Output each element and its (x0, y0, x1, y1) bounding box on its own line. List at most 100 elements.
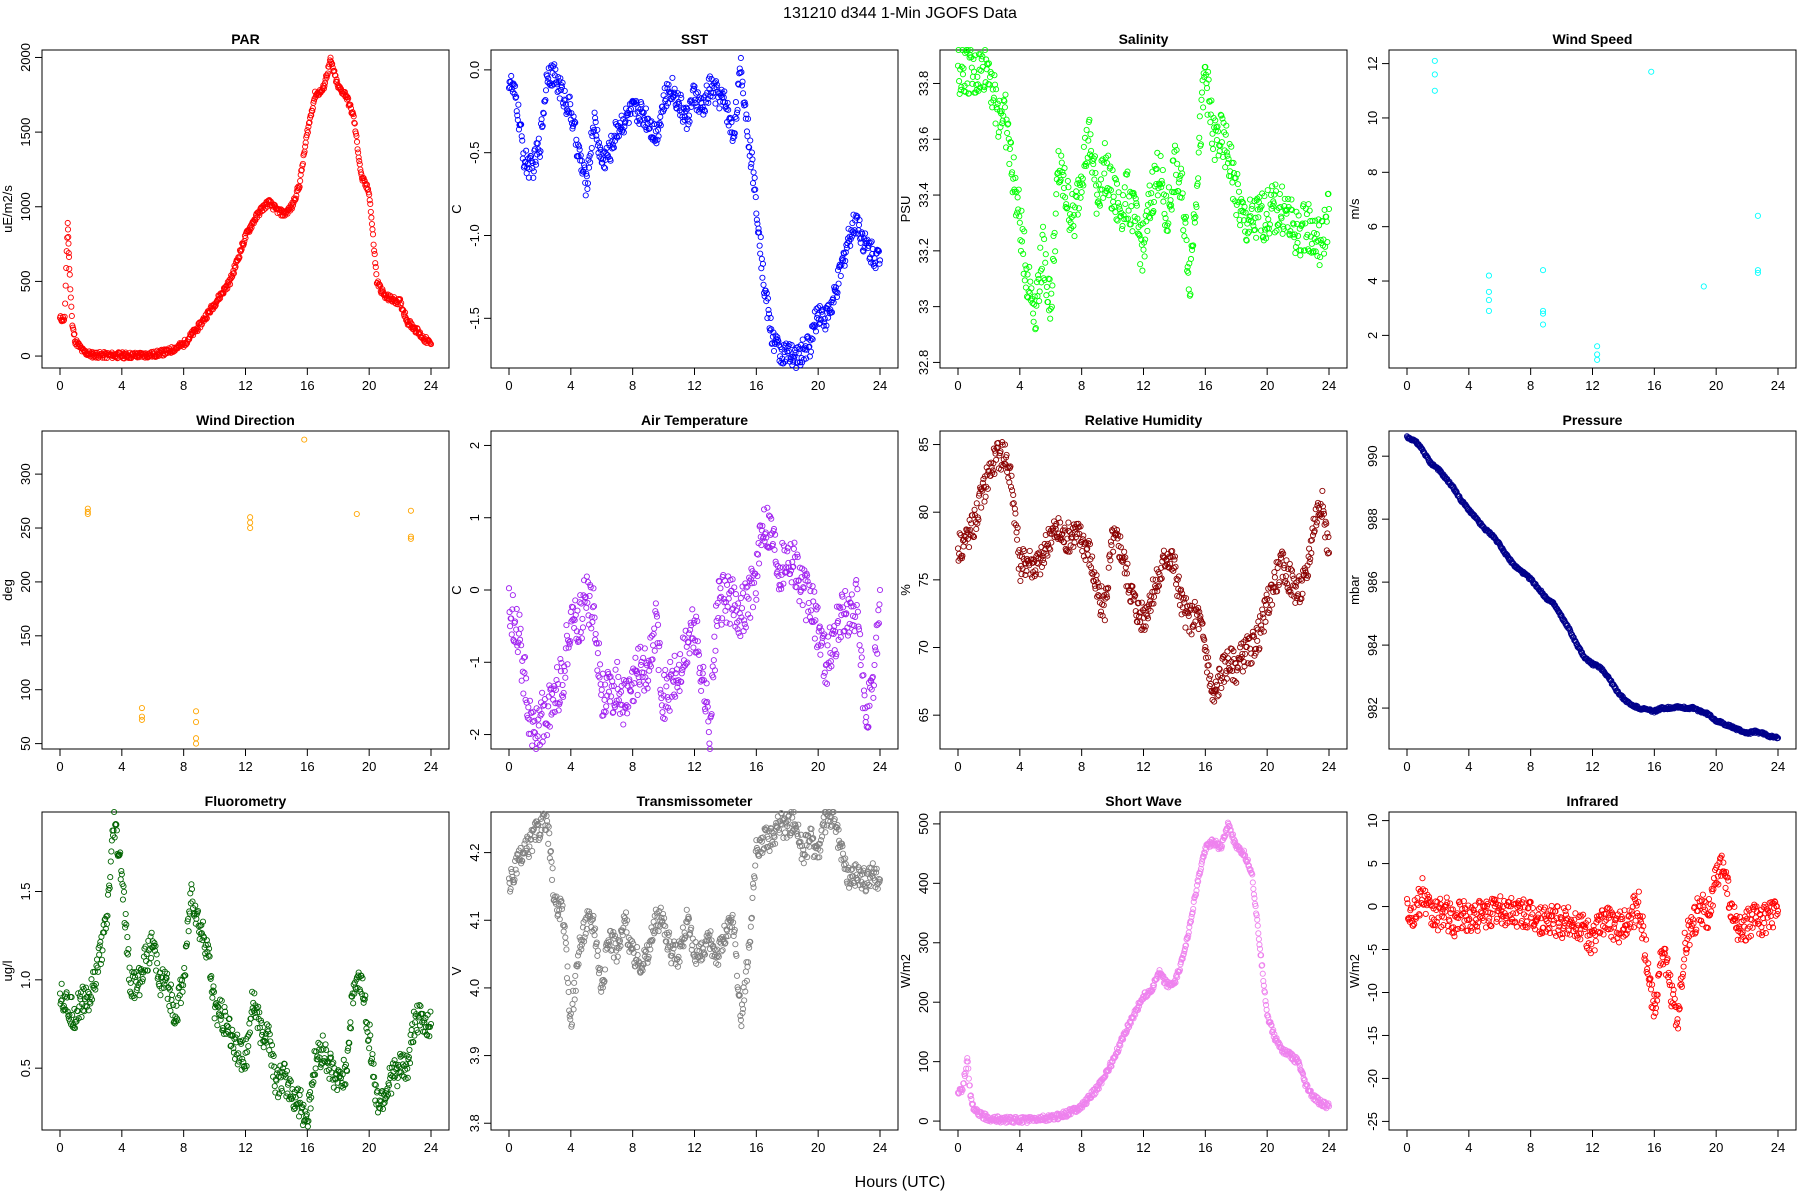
air-temperature-point (863, 714, 870, 721)
wind-direction-point (353, 510, 360, 518)
salinity-point (1141, 253, 1148, 260)
relative-humidity-xtick-label: 8 (1078, 759, 1085, 774)
sst-point (741, 102, 748, 109)
par-point (294, 187, 301, 194)
salinity-point (1174, 160, 1181, 167)
fluorometry-point (322, 1041, 329, 1048)
sst-point (862, 230, 869, 237)
salinity-point (1112, 176, 1119, 183)
air-temperature-point (690, 644, 697, 651)
wind-direction-ytick-label: 300 (18, 463, 33, 485)
sst-point (712, 78, 720, 85)
wind-direction-title: Wind Direction (196, 412, 295, 428)
relative-humidity-point (1191, 598, 1198, 605)
salinity-point (1179, 170, 1186, 177)
air-temperature-point (873, 634, 880, 641)
sst-point (514, 112, 521, 119)
air-temperature-point (540, 733, 547, 740)
par-point (366, 197, 373, 204)
salinity-point (1163, 192, 1170, 199)
salinity-point (1222, 164, 1229, 171)
wind-speed-title: Wind Speed (1553, 31, 1633, 47)
salinity-point (1165, 220, 1172, 227)
salinity-point (1120, 192, 1127, 199)
salinity-point (1052, 210, 1059, 217)
sst-point (588, 144, 595, 152)
wind-direction-points (84, 436, 414, 747)
air-temperature-point (822, 679, 829, 686)
salinity-point (1246, 214, 1253, 221)
salinity-point (1121, 215, 1128, 223)
fluorometry-xtick-label: 24 (424, 1140, 438, 1155)
air-temperature-point (844, 632, 852, 639)
par-point (371, 251, 378, 258)
air-temperature-point (811, 635, 818, 642)
wind-speed-points (1431, 57, 1761, 363)
relative-humidity-point (1100, 602, 1107, 609)
par-point (332, 72, 339, 79)
par-point (320, 85, 327, 92)
air-temperature-point (514, 648, 521, 656)
salinity-point (1089, 169, 1096, 176)
sst-point (737, 54, 744, 62)
air-temperature-point (571, 624, 578, 632)
salinity-point (1091, 153, 1098, 160)
salinity-point (1173, 146, 1180, 154)
air-temperature-point (652, 600, 659, 607)
salinity-point (1164, 227, 1171, 234)
sst-point (781, 348, 788, 356)
salinity-point (1062, 194, 1069, 201)
par-point (232, 263, 239, 270)
fluorometry-point (350, 1000, 357, 1007)
sst-point (670, 93, 677, 100)
sst-point (739, 78, 746, 85)
wind-speed-plot-frame (1388, 49, 1797, 369)
sst-point (689, 87, 696, 94)
sst-point (738, 69, 745, 76)
air-temperature-xtick-label: 20 (811, 759, 825, 774)
relative-humidity-point (981, 498, 988, 505)
air-temperature-point (598, 686, 605, 693)
salinity-point (1030, 310, 1037, 317)
salinity-point (1173, 171, 1180, 178)
sst-point (749, 156, 756, 163)
par-point (67, 286, 74, 293)
salinity-point (1134, 215, 1141, 222)
salinity-xtick-label: 16 (1198, 378, 1212, 393)
sst-point (748, 160, 755, 167)
sst-point (577, 152, 584, 159)
par-point (371, 247, 378, 254)
salinity-point (1270, 200, 1277, 207)
sst-point (567, 101, 574, 108)
sst-point (654, 136, 661, 143)
sst-point (850, 211, 857, 218)
salinity-point (1249, 202, 1256, 209)
par-point (203, 315, 210, 322)
air-temperature-point (723, 619, 730, 626)
sst-point (595, 139, 603, 146)
wind-speed-point (1485, 297, 1492, 304)
salinity-point (1262, 222, 1269, 229)
par-point (308, 112, 315, 119)
sst-point (740, 90, 747, 97)
sst-point (732, 99, 739, 106)
par-point (353, 132, 360, 140)
pressure-ylabel: mbar (1347, 575, 1362, 605)
salinity-point (1234, 181, 1241, 188)
salinity-point (1035, 272, 1042, 279)
fluorometry-point (88, 976, 95, 983)
par-point (367, 200, 374, 207)
wind-speed-point (1754, 212, 1761, 219)
sst-point (592, 119, 599, 126)
salinity-point (1118, 226, 1126, 233)
sst-point (828, 309, 836, 316)
air-temperature-point (749, 604, 757, 611)
salinity-point (1182, 213, 1190, 220)
sst-point (626, 107, 633, 114)
sst-point (830, 299, 837, 306)
sst-point (765, 306, 772, 314)
relative-humidity-point (1207, 672, 1214, 679)
par-point (350, 113, 357, 120)
wind-direction-xtick-label: 0 (56, 759, 63, 774)
